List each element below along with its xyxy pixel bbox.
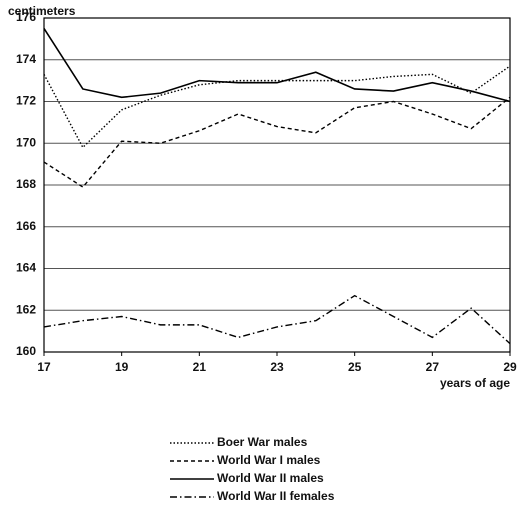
series-line bbox=[43, 96, 511, 189]
y-tick-label: 174 bbox=[16, 52, 36, 66]
y-tick-label: 166 bbox=[16, 219, 36, 233]
x-tick-label: 25 bbox=[348, 360, 362, 374]
series-line bbox=[43, 65, 511, 149]
y-tick-label: 164 bbox=[16, 261, 36, 275]
x-tick-label: 27 bbox=[426, 360, 440, 374]
x-axis-label: years of age bbox=[440, 376, 510, 390]
series-line bbox=[43, 28, 511, 103]
y-tick-label: 172 bbox=[16, 94, 36, 108]
series-line bbox=[43, 294, 511, 345]
y-tick-label: 160 bbox=[16, 344, 36, 358]
y-tick-label: 170 bbox=[16, 135, 36, 149]
x-tick-label: 29 bbox=[503, 360, 517, 374]
x-tick-label: 17 bbox=[37, 360, 51, 374]
y-tick-label: 176 bbox=[16, 10, 36, 24]
legend-label: World War II males bbox=[217, 471, 324, 485]
legend-label: World War I males bbox=[217, 453, 321, 467]
x-tick-label: 19 bbox=[115, 360, 129, 374]
plot-frame bbox=[43, 17, 511, 353]
legend-label: World War II females bbox=[217, 489, 335, 503]
y-tick-label: 168 bbox=[16, 177, 36, 191]
y-axis-label: centimeters bbox=[8, 4, 76, 18]
x-tick-label: 23 bbox=[270, 360, 284, 374]
legend-label: Boer War males bbox=[217, 435, 308, 449]
x-tick-label: 21 bbox=[193, 360, 207, 374]
y-tick-label: 162 bbox=[16, 302, 36, 316]
